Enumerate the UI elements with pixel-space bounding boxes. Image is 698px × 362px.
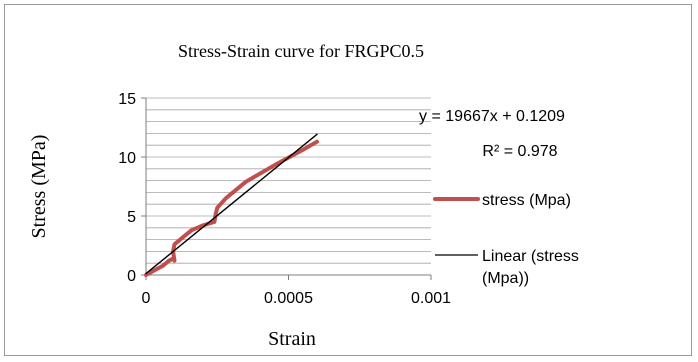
trendline-r-squared: R² = 0.978 <box>482 143 557 160</box>
chart-svg: Stress-Strain curve for FRGPC0.5 0 5 10 15 0 0… <box>28 41 579 350</box>
series-line-stress <box>144 139 319 277</box>
y-tick-label: 0 <box>127 268 136 285</box>
legend-label-linear: Linear (stress (Mpa)) <box>482 248 579 287</box>
chart-frame: Stress-Strain curve for FRGPC0.5 0 5 10 15 0 0… <box>4 4 692 356</box>
legend-label-stress: stress (Mpa) <box>482 192 571 209</box>
x-axis-label: Strain <box>268 328 316 350</box>
trendline-equation: y = 19667x + 0.1209 <box>419 108 565 125</box>
chart-title: Stress-Strain curve for FRGPC0.5 <box>178 41 424 61</box>
x-tick-label: 0.0005 <box>264 290 313 307</box>
y-tick-label: 5 <box>127 209 136 226</box>
x-tick-label: 0.001 <box>411 290 451 307</box>
y-tick-label: 15 <box>118 91 136 108</box>
trendline-linear <box>145 133 318 275</box>
x-tick-label: 0 <box>142 290 151 307</box>
y-tick-label: 10 <box>118 150 136 167</box>
y-axis-label: Stress (MPa) <box>28 135 50 239</box>
